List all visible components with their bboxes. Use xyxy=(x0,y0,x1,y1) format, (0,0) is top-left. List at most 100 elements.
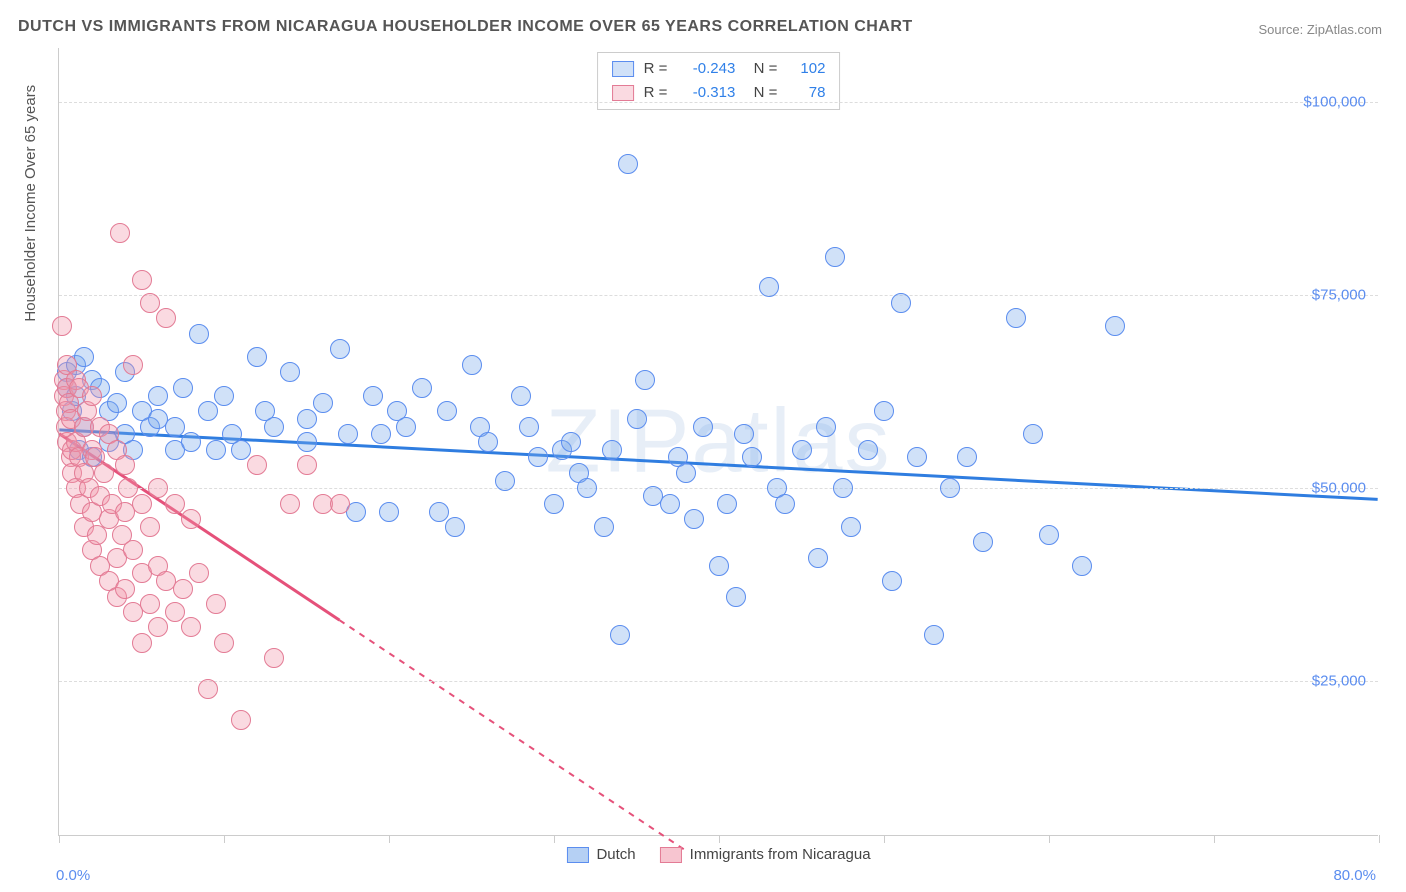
grid-line xyxy=(59,488,1378,489)
data-point-nicaragua xyxy=(148,478,168,498)
x-tick xyxy=(224,835,225,843)
data-point-dutch xyxy=(1072,556,1092,576)
plot-area: ZIPatlas R = -0.243 N = 102 R = -0.313 N… xyxy=(58,48,1378,836)
data-point-nicaragua xyxy=(280,494,300,514)
data-point-nicaragua xyxy=(82,386,102,406)
data-point-dutch xyxy=(495,471,515,491)
legend-item-nicaragua: Immigrants from Nicaragua xyxy=(660,846,871,863)
data-point-dutch xyxy=(429,502,449,522)
data-point-dutch xyxy=(717,494,737,514)
grid-line xyxy=(59,681,1378,682)
data-point-dutch xyxy=(594,517,614,537)
data-point-nicaragua xyxy=(140,594,160,614)
legend-swatch-nicaragua xyxy=(660,847,682,863)
data-point-dutch xyxy=(858,440,878,460)
data-point-dutch xyxy=(1105,316,1125,336)
data-point-dutch xyxy=(957,447,977,467)
grid-line xyxy=(59,295,1378,296)
series-legend: Dutch Immigrants from Nicaragua xyxy=(566,846,870,863)
data-point-dutch xyxy=(635,370,655,390)
r-label: R = xyxy=(644,57,668,81)
regression-lines xyxy=(59,48,1378,835)
data-point-dutch xyxy=(618,154,638,174)
data-point-dutch xyxy=(684,509,704,529)
y-tick-label: $50,000 xyxy=(1312,480,1366,497)
source-label: Source: ZipAtlas.com xyxy=(1258,22,1382,37)
data-point-dutch xyxy=(371,424,391,444)
x-tick xyxy=(719,835,720,843)
y-axis-title: Householder Income Over 65 years xyxy=(22,85,39,322)
data-point-dutch xyxy=(363,386,383,406)
data-point-nicaragua xyxy=(206,594,226,614)
y-tick-label: $75,000 xyxy=(1312,287,1366,304)
data-point-dutch xyxy=(742,447,762,467)
data-point-nicaragua xyxy=(123,540,143,560)
x-axis-max-label: 80.0% xyxy=(1333,867,1376,884)
data-point-dutch xyxy=(264,417,284,437)
data-point-dutch xyxy=(231,440,251,460)
data-point-nicaragua xyxy=(115,579,135,599)
data-point-dutch xyxy=(330,339,350,359)
data-point-nicaragua xyxy=(330,494,350,514)
data-point-dutch xyxy=(775,494,795,514)
data-point-dutch xyxy=(519,417,539,437)
data-point-dutch xyxy=(297,409,317,429)
data-point-dutch xyxy=(247,347,267,367)
y-tick-label: $100,000 xyxy=(1303,94,1366,111)
legend-label-dutch: Dutch xyxy=(596,846,635,863)
chart-title: DUTCH VS IMMIGRANTS FROM NICARAGUA HOUSE… xyxy=(18,18,913,36)
data-point-dutch xyxy=(544,494,564,514)
data-point-dutch xyxy=(1006,308,1026,328)
data-point-dutch xyxy=(437,401,457,421)
data-point-dutch xyxy=(874,401,894,421)
data-point-nicaragua xyxy=(165,602,185,622)
data-point-nicaragua xyxy=(181,617,201,637)
x-tick xyxy=(1214,835,1215,843)
data-point-dutch xyxy=(297,432,317,452)
data-point-dutch xyxy=(181,432,201,452)
data-point-dutch xyxy=(759,277,779,297)
x-tick xyxy=(1379,835,1380,843)
data-point-dutch xyxy=(511,386,531,406)
data-point-dutch xyxy=(206,440,226,460)
swatch-nicaragua xyxy=(612,85,634,101)
data-point-nicaragua xyxy=(264,648,284,668)
data-point-nicaragua xyxy=(231,710,251,730)
data-point-dutch xyxy=(396,417,416,437)
data-point-dutch xyxy=(198,401,218,421)
data-point-dutch xyxy=(462,355,482,375)
data-point-dutch xyxy=(1023,424,1043,444)
data-point-nicaragua xyxy=(156,308,176,328)
data-point-dutch xyxy=(924,625,944,645)
data-point-nicaragua xyxy=(94,463,114,483)
data-point-dutch xyxy=(891,293,911,313)
data-point-dutch xyxy=(973,532,993,552)
data-point-nicaragua xyxy=(140,517,160,537)
watermark: ZIPatlas xyxy=(545,390,891,493)
data-point-nicaragua xyxy=(110,223,130,243)
legend-label-nicaragua: Immigrants from Nicaragua xyxy=(690,846,871,863)
regression-line-dashed-nicaragua xyxy=(339,620,685,850)
r-value-dutch: -0.243 xyxy=(677,57,735,81)
x-tick xyxy=(1049,835,1050,843)
data-point-dutch xyxy=(445,517,465,537)
data-point-dutch xyxy=(907,447,927,467)
data-point-dutch xyxy=(792,440,812,460)
data-point-nicaragua xyxy=(115,455,135,475)
data-point-dutch xyxy=(709,556,729,576)
data-point-nicaragua xyxy=(214,633,234,653)
data-point-dutch xyxy=(577,478,597,498)
n-label: N = xyxy=(745,57,777,81)
data-point-nicaragua xyxy=(140,293,160,313)
data-point-nicaragua xyxy=(148,617,168,637)
data-point-dutch xyxy=(693,417,713,437)
data-point-dutch xyxy=(313,393,333,413)
data-point-dutch xyxy=(379,502,399,522)
data-point-nicaragua xyxy=(189,563,209,583)
data-point-nicaragua xyxy=(132,494,152,514)
x-tick xyxy=(884,835,885,843)
legend-swatch-dutch xyxy=(566,847,588,863)
data-point-dutch xyxy=(148,386,168,406)
n-value-dutch: 102 xyxy=(787,57,825,81)
data-point-dutch xyxy=(602,440,622,460)
